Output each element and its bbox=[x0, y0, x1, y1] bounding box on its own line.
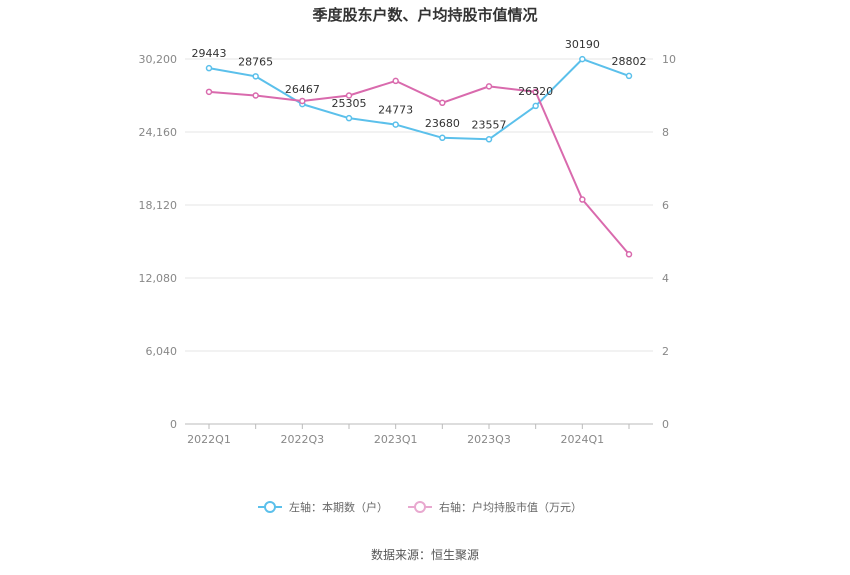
data-label: 26467 bbox=[285, 83, 320, 96]
data-label: 30190 bbox=[565, 38, 600, 51]
right-tick-label: 4 bbox=[662, 272, 669, 285]
right-tick-label: 0 bbox=[662, 418, 669, 431]
series-line-0 bbox=[208, 58, 630, 141]
data-point bbox=[252, 73, 259, 80]
legend: 左轴：本期数（户） 右轴：户均持股市值（万元） bbox=[258, 500, 582, 514]
left-tick-label: 0 bbox=[170, 418, 177, 431]
data-point bbox=[205, 64, 213, 72]
data-point bbox=[532, 102, 539, 110]
left-tick-label: 12,080 bbox=[139, 272, 178, 285]
data-point bbox=[205, 88, 213, 96]
right-axis: 0 2 4 6 8 10 bbox=[662, 53, 676, 431]
chart-title: 季度股东户数、户均持股市值情况 bbox=[312, 6, 537, 24]
left-tick-label: 24,160 bbox=[139, 126, 178, 139]
data-point bbox=[345, 114, 353, 122]
right-tick-label: 6 bbox=[662, 199, 669, 212]
series-line-1 bbox=[208, 79, 630, 255]
left-tick-label: 6,040 bbox=[146, 345, 178, 358]
left-tick-label: 18,120 bbox=[139, 199, 178, 212]
data-point bbox=[485, 136, 493, 143]
data-point bbox=[485, 83, 493, 90]
legend-item-holders[interactable]: 左轴：本期数（户） bbox=[258, 500, 388, 514]
right-tick-label: 8 bbox=[662, 126, 669, 139]
legend-item-market-value[interactable]: 右轴：户均持股市值（万元） bbox=[408, 500, 582, 514]
data-point bbox=[625, 251, 633, 258]
data-point bbox=[345, 92, 353, 99]
right-tick-label: 10 bbox=[662, 53, 676, 66]
x-axis: 2022Q1 2022Q3 2023Q1 2023Q3 2024Q1 bbox=[187, 424, 630, 446]
data-point bbox=[299, 97, 306, 105]
data-point bbox=[392, 77, 399, 85]
right-tick-label: 2 bbox=[662, 345, 669, 358]
data-point bbox=[439, 134, 446, 142]
x-tick-label: 2022Q1 bbox=[187, 433, 231, 446]
data-point bbox=[439, 99, 446, 107]
grid-lines bbox=[185, 58, 653, 425]
legend-label-holders: 左轴：本期数（户） bbox=[289, 500, 388, 514]
x-tick-label: 2022Q3 bbox=[281, 433, 325, 446]
left-tick-label: 30,200 bbox=[139, 53, 178, 66]
data-label: 28802 bbox=[612, 55, 647, 68]
data-point bbox=[579, 196, 586, 203]
data-source: 数据来源：恒生聚源 bbox=[371, 547, 479, 562]
data-labels: 29443 28765 26467 25305 24773 23680 23557 26320… bbox=[192, 38, 647, 131]
left-axis: 0 6,040 12,080 18,120 24,160 30,200 bbox=[139, 53, 178, 431]
data-label: 29443 bbox=[192, 47, 227, 60]
legend-marker-holders bbox=[264, 501, 276, 513]
x-tick-label: 2023Q1 bbox=[374, 433, 418, 446]
legend-marker-market-value bbox=[414, 501, 426, 513]
data-point bbox=[392, 121, 399, 128]
legend-label-market-value: 右轴：户均持股市值（万元） bbox=[439, 500, 582, 514]
data-label: 23680 bbox=[425, 117, 460, 130]
data-point bbox=[625, 72, 633, 80]
series-layer bbox=[205, 55, 633, 258]
data-label: 24773 bbox=[378, 104, 413, 117]
x-tick-label: 2023Q3 bbox=[467, 433, 511, 446]
data-label: 28765 bbox=[238, 55, 273, 68]
data-label: 23557 bbox=[472, 118, 507, 131]
data-label: 25305 bbox=[332, 97, 367, 110]
x-tick-label: 2024Q1 bbox=[561, 433, 605, 446]
data-point bbox=[252, 92, 259, 99]
data-label: 26320 bbox=[518, 85, 553, 98]
data-point bbox=[532, 88, 539, 96]
data-point bbox=[579, 55, 586, 63]
